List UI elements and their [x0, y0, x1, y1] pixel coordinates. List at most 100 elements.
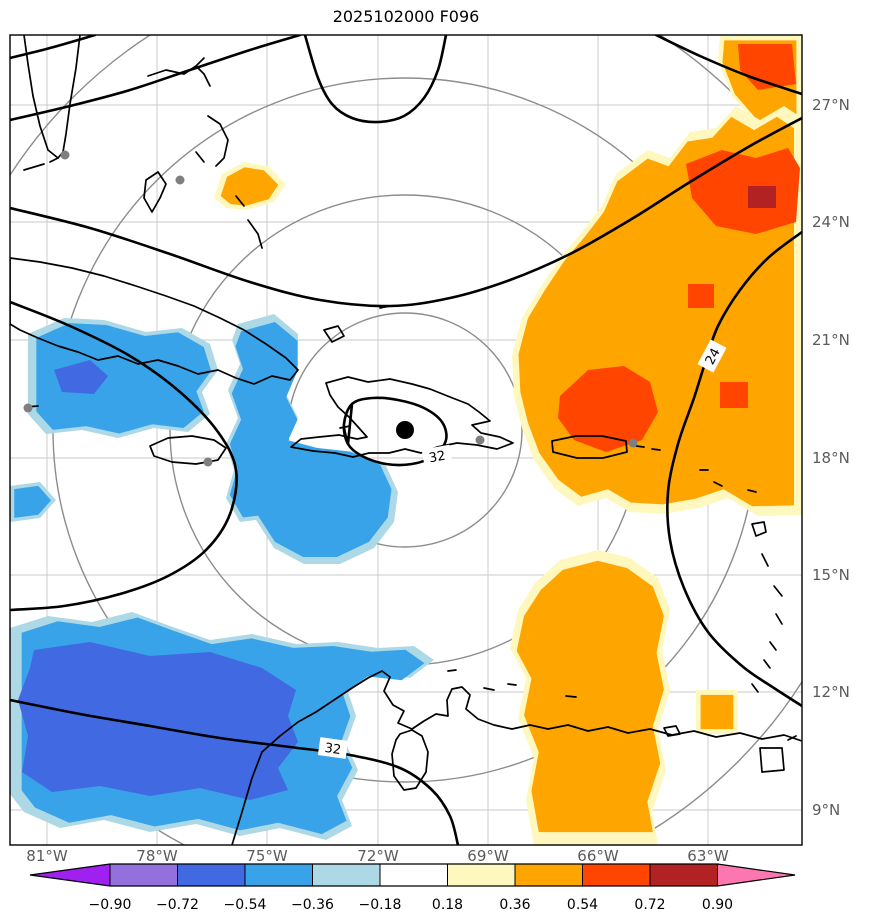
contour-32-center — [342, 396, 448, 467]
contour-label-text: 32 — [428, 449, 447, 467]
colorbar-tick-label: 0.54 — [567, 897, 598, 913]
y-tick-label: 18°N — [812, 449, 850, 467]
colorbar-segment — [515, 864, 583, 886]
coastline-st-vincent — [769, 641, 777, 651]
contour-label-bg — [421, 444, 453, 468]
colorbar-segment — [380, 864, 448, 886]
coastline-abaco — [195, 65, 211, 87]
coastline-margarita — [663, 725, 681, 737]
colorbar-tick-label: 0.36 — [499, 897, 530, 913]
x-tick-label: 78°W — [136, 847, 178, 865]
coastline-puerto-rico — [551, 435, 628, 459]
city-dot — [60, 150, 70, 160]
coastline-antigua — [747, 489, 757, 493]
contour-topright — [654, 35, 802, 96]
positive-main-east-core — [558, 366, 658, 452]
colorbar-segment — [447, 864, 515, 886]
coastline-virgin-islands-2 — [651, 448, 661, 451]
coastline-dominica — [761, 553, 769, 567]
x-tick-label: 72°W — [357, 847, 399, 865]
x-tick-label: 63°W — [687, 847, 729, 865]
negative-west-edge — [14, 485, 52, 518]
coastline-great-inagua — [323, 325, 345, 343]
colorbar-tick-label: −0.18 — [359, 897, 402, 913]
coastline-aruba — [447, 669, 457, 672]
contour-label-text: 32 — [324, 741, 342, 758]
coastline-florida-west-coast — [23, 35, 59, 159]
city-dot — [628, 438, 638, 448]
coastline-guadeloupe — [751, 521, 767, 537]
contour-label-bg — [317, 737, 349, 759]
map-plot-area: 24 32 32 — [10, 35, 802, 845]
storm-center-dot — [396, 421, 414, 439]
positive-main-east-core — [748, 186, 776, 208]
positive-small-southeast — [700, 694, 734, 730]
coastline-grenada — [751, 683, 759, 693]
colorbar-tick-label: −0.54 — [224, 897, 267, 913]
colorbar-segment — [177, 864, 245, 886]
y-tick-label: 24°N — [812, 213, 850, 231]
colorbar-under-arrow — [30, 864, 110, 886]
city-dot — [175, 175, 185, 185]
contour-left-loop — [10, 300, 238, 612]
coastline-cuba — [10, 257, 299, 385]
contour-label-text: 24 — [703, 346, 724, 368]
coastline-andros — [143, 171, 167, 213]
city-dot — [475, 435, 485, 445]
colorbar: −0.90 −0.72 −0.54 −0.36 −0.18 0.18 0.36 0.54 0.7… — [29, 863, 796, 913]
negative-southwest-core — [18, 642, 298, 800]
colorbar-tick-label: 0.18 — [432, 897, 463, 913]
positive-main-east-core — [720, 382, 748, 408]
x-tick-label: 69°W — [467, 847, 509, 865]
positive-south — [516, 560, 664, 833]
colorbar-tick-label: 0.72 — [634, 897, 665, 913]
coastline-cat-island — [235, 195, 245, 207]
y-tick-label: 21°N — [812, 331, 850, 349]
coastline-lake-maracaibo — [391, 729, 429, 791]
x-tick-label: 75°W — [246, 847, 288, 865]
colorbar-over-arrow — [717, 864, 795, 886]
coastline-south-america-coast — [231, 670, 802, 845]
positive-small-northwest — [220, 167, 279, 206]
negative-west — [36, 323, 212, 434]
x-tick-label: 66°W — [577, 847, 619, 865]
colorbar-tick-label: 0.90 — [702, 897, 733, 913]
coastline-trinidad — [759, 747, 785, 773]
contour-24 — [666, 230, 802, 708]
colorbar-segment — [650, 864, 718, 886]
coastline-st-lucia — [775, 613, 783, 625]
coastline-florida-keys — [23, 163, 45, 171]
positive-main-east-core — [686, 148, 800, 234]
y-tick-label: 12°N — [812, 683, 850, 701]
coastline-virgin-islands — [635, 445, 645, 448]
y-tick-label: 15°N — [812, 566, 850, 584]
plot-border — [9, 34, 803, 846]
coastline-eleuthera — [207, 115, 229, 167]
coastline-los-roques — [565, 695, 577, 698]
coastline-curacao — [483, 687, 495, 691]
colorbar-tick-label: −0.36 — [291, 897, 334, 913]
x-tick-label: 81°W — [26, 847, 68, 865]
coastline-st-kitts — [713, 481, 723, 487]
y-tick-label: 9°N — [812, 801, 840, 819]
contour-upper-sweep — [10, 116, 802, 308]
colorbar-tick-label: −0.72 — [156, 897, 199, 913]
colorbar-segment — [245, 864, 313, 886]
colorbar-segment — [110, 864, 178, 886]
contour-label: 24 — [697, 339, 727, 373]
coastline-grenadines — [763, 659, 771, 669]
coastline-exuma — [195, 151, 205, 163]
contour-32-south — [10, 698, 460, 845]
contour-label: 32 — [317, 737, 349, 759]
coastline-bonaire — [507, 683, 517, 686]
contour-label: 32 — [421, 444, 453, 468]
city-dot — [203, 457, 213, 467]
contour-dome — [303, 35, 448, 124]
city-dot — [23, 403, 33, 413]
colorbar-tick-label: −0.90 — [89, 897, 132, 913]
coastline-tobago — [787, 735, 797, 741]
coastline-martinique — [773, 585, 783, 597]
contour-topleft-corner — [10, 35, 97, 60]
contour-label-bg — [697, 339, 727, 373]
